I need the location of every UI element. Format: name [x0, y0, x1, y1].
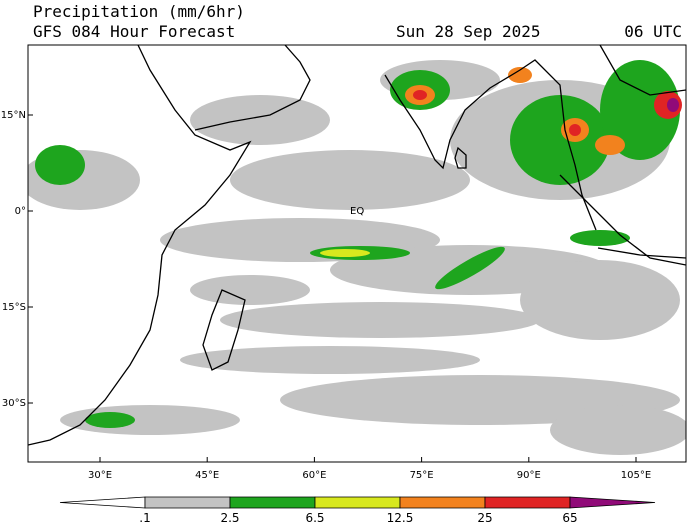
title: Precipitation (mm/6hr) — [33, 2, 245, 21]
colorbar-label: 12.5 — [387, 511, 414, 525]
colorbar-label: .1 — [139, 511, 150, 525]
date: Sun 28 Sep 2025 — [396, 22, 541, 41]
time: 06 UTC — [624, 22, 682, 41]
subtitle: GFS 084 Hour Forecast — [33, 22, 235, 41]
colorbar: .1 2.5 6.5 12.5 25 65 — [59, 496, 656, 525]
lon-label: 75°E — [410, 470, 434, 481]
lon-label: 30°E — [88, 470, 112, 481]
colorbar-swatch — [144, 496, 231, 509]
coastlines — [28, 45, 686, 446]
lat-label: 15°S — [2, 302, 26, 313]
lat-label: 0° — [15, 206, 26, 217]
lon-label: 45°E — [195, 470, 219, 481]
colorbar-swatch — [484, 496, 571, 509]
axes: 15°N 0° 15°S 30°S 30°E 45°E 60°E 75°E 90°E 105°E — [1, 110, 651, 481]
colorbar-swatch — [314, 496, 401, 509]
colorbar-swatch — [229, 496, 316, 509]
precip-moderate — [35, 60, 680, 428]
precip-heavy — [320, 67, 682, 257]
colorbar-swatch — [59, 496, 146, 509]
equator-label: EQ — [350, 206, 364, 217]
lon-label: 105°E — [621, 470, 651, 481]
colorbar-label: 65 — [562, 511, 577, 525]
lon-label: 90°E — [517, 470, 541, 481]
lat-label: 15°N — [1, 110, 26, 121]
map-frame — [27, 44, 687, 463]
map-area — [28, 45, 686, 462]
colorbar-swatch — [569, 496, 656, 509]
colorbar-label: 2.5 — [220, 511, 239, 525]
colorbar-label: 25 — [477, 511, 492, 525]
colorbar-swatch — [399, 496, 486, 509]
lon-label: 60°E — [302, 470, 326, 481]
lat-label: 30°S — [2, 398, 26, 409]
colorbar-label: 6.5 — [305, 511, 324, 525]
